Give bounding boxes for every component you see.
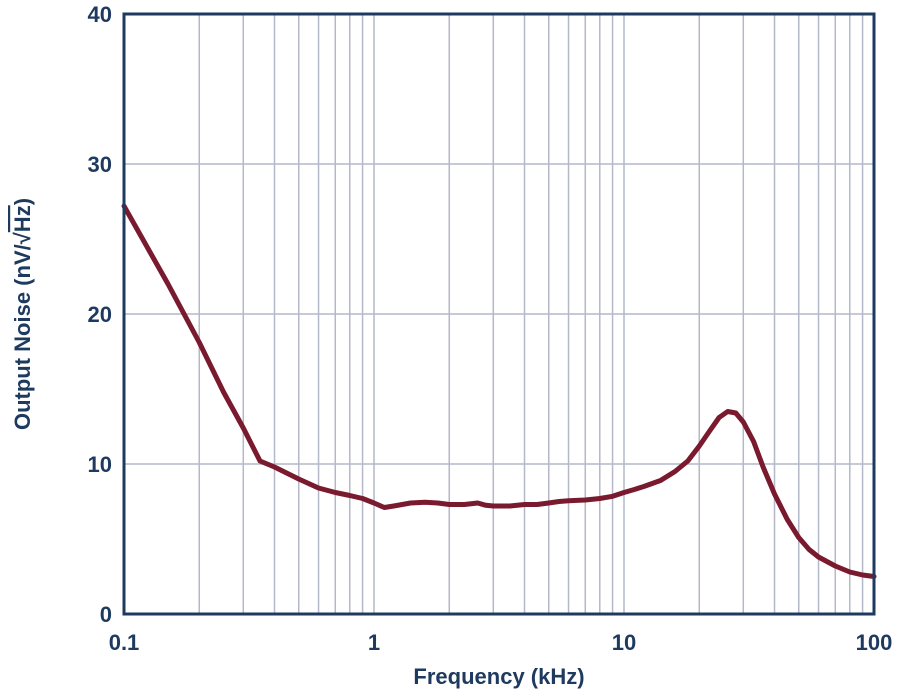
plot-frame [122,12,876,616]
y-tick-label: 30 [88,152,112,177]
x-tick-labels: 0.1 1 10 100 [109,630,893,655]
y-tick-label: 20 [88,302,112,327]
y-tick-label: 0 [100,602,112,627]
y-tick-label: 10 [88,452,112,477]
y-axis-label-close: ) [10,198,35,205]
y-tick-label: 40 [88,2,112,27]
series-group [121,203,877,579]
series-line [121,203,877,579]
x-tick-label: 1 [368,630,380,655]
x-tick-label: 100 [856,630,893,655]
y-tick-labels: 0 10 20 30 40 [88,2,112,627]
y-axis-label: Output Noise (nV/√Hz) [10,198,35,430]
grid-lines [124,14,874,614]
x-axis-label: Frequency (kHz) [413,664,584,689]
x-tick-label: 10 [612,630,636,655]
x-tick-label: 0.1 [109,630,140,655]
y-axis-label-main: Output Noise (nV/ [10,244,35,430]
radical-sign: √ [10,231,35,244]
svg-text:Output Noise (nV/√Hz): Output Noise (nV/√Hz) [10,198,35,430]
y-axis-label-radicand: Hz [10,205,35,232]
